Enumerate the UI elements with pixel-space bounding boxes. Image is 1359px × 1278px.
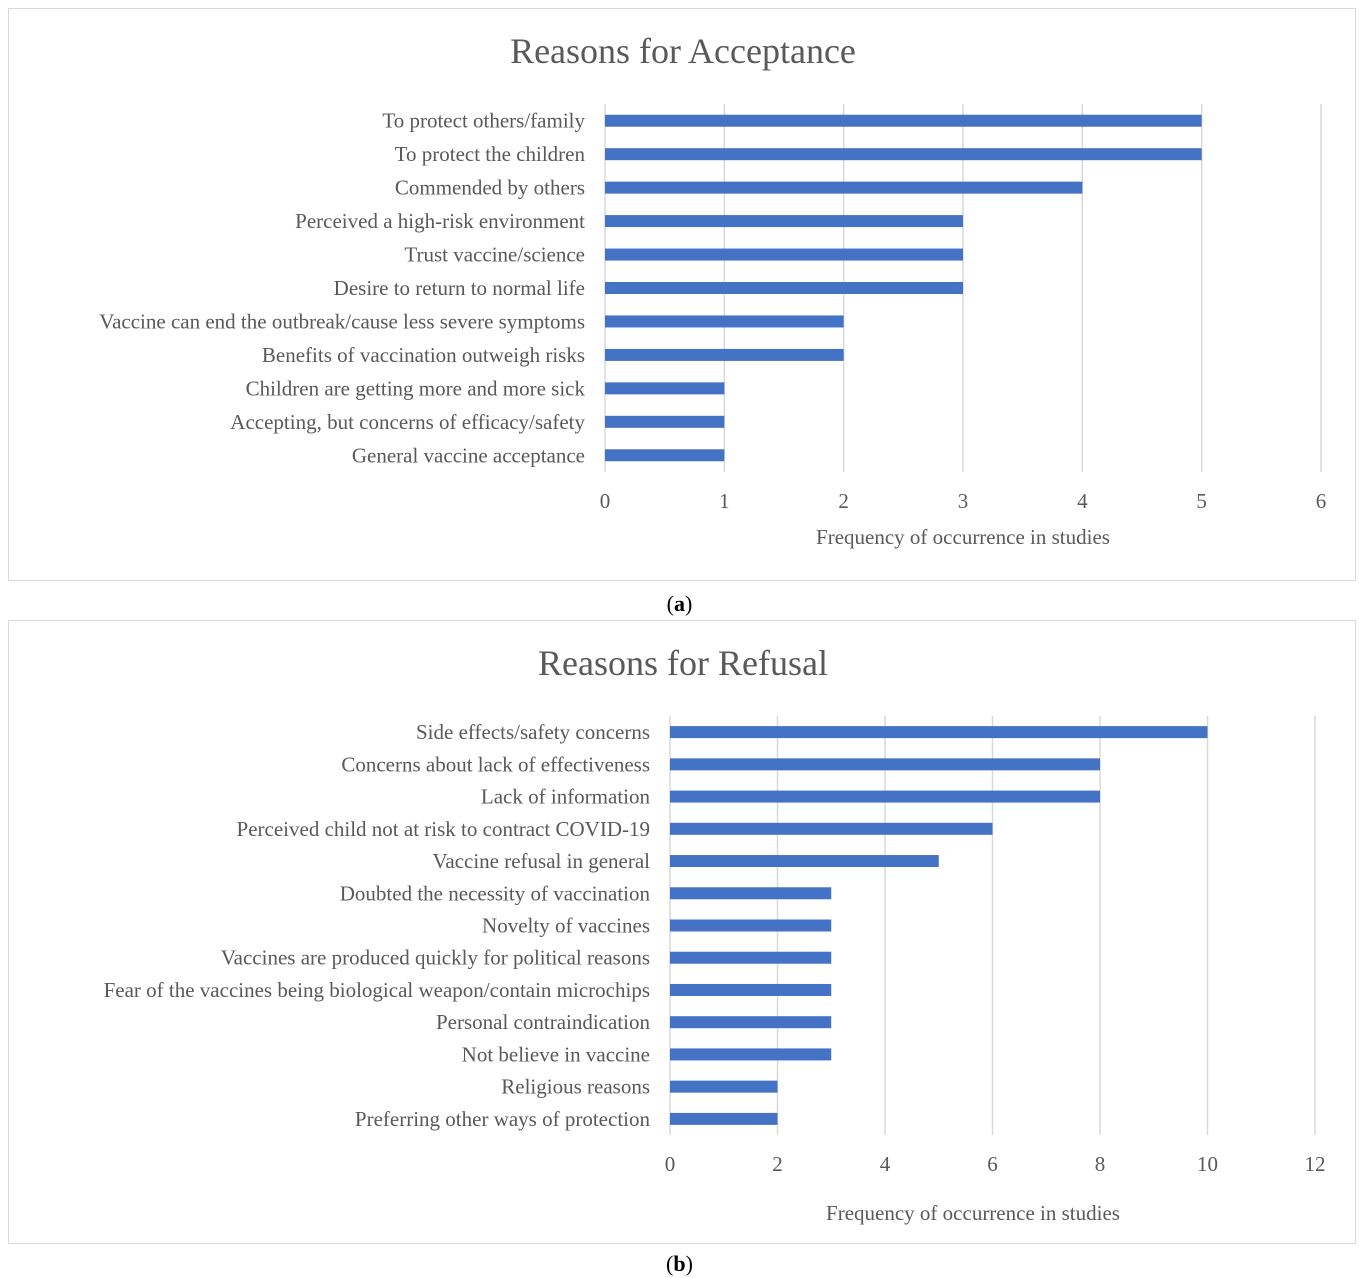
bar bbox=[605, 348, 844, 361]
acceptance-chart: Reasons for Acceptance 0 1 2 3 4 5 6 To protect … bbox=[99, 31, 1327, 549]
chart-title: Reasons for Refusal bbox=[538, 643, 828, 683]
category-label: Doubted the necessity of vaccination bbox=[340, 881, 651, 905]
acceptance-chart-panel: Reasons for Acceptance 0 1 2 3 4 5 6 To protect … bbox=[8, 8, 1356, 581]
refusal-chart: Reasons for Refusal 0 2 4 6 8 10 12 Side effects… bbox=[104, 643, 1326, 1225]
bar bbox=[670, 887, 832, 900]
bar bbox=[605, 315, 844, 328]
bar bbox=[670, 1080, 778, 1093]
x-axis-label: Frequency of occurrence in studies bbox=[826, 1201, 1120, 1225]
category-label: Perceived child not at risk to contract … bbox=[237, 817, 650, 841]
category-label: Concerns about lack of effectiveness bbox=[341, 752, 650, 776]
bar bbox=[670, 983, 832, 996]
category-label: Vaccine can end the outbreak/cause less … bbox=[99, 309, 585, 333]
caption-b-letter: b bbox=[673, 1251, 686, 1276]
bar bbox=[670, 726, 1208, 739]
x-tick-label: 5 bbox=[1196, 489, 1207, 513]
bar bbox=[605, 449, 725, 462]
x-tick-label: 8 bbox=[1095, 1152, 1106, 1176]
category-label: Perceived a high-risk environment bbox=[295, 209, 585, 233]
x-tick-label: 2 bbox=[838, 489, 849, 513]
bar bbox=[670, 919, 832, 932]
bar bbox=[670, 758, 1100, 771]
category-label: Commended by others bbox=[395, 176, 585, 200]
category-label: Preferring other ways of protection bbox=[355, 1107, 651, 1131]
bar bbox=[605, 248, 963, 261]
x-tick-label: 0 bbox=[600, 489, 611, 513]
bar bbox=[605, 114, 1202, 127]
category-label: Personal contraindication bbox=[436, 1010, 651, 1034]
bar bbox=[670, 822, 993, 835]
bar bbox=[605, 382, 725, 395]
x-tick-label: 3 bbox=[958, 489, 969, 513]
bar bbox=[670, 951, 832, 964]
bar bbox=[605, 282, 963, 294]
x-tick-label: 4 bbox=[1077, 489, 1088, 513]
x-axis-label: Frequency of occurrence in studies bbox=[816, 525, 1110, 549]
category-label: Religious reasons bbox=[501, 1075, 650, 1099]
bar bbox=[670, 855, 939, 868]
category-label: To protect the children bbox=[395, 142, 586, 166]
x-tick-label: 1 bbox=[719, 489, 730, 513]
caption-a: (a) bbox=[666, 591, 693, 616]
category-label: Children are getting more and more sick bbox=[246, 376, 586, 400]
category-label: Fear of the vaccines being biological we… bbox=[104, 978, 650, 1002]
caption-b: (b) bbox=[666, 1251, 693, 1276]
refusal-chart-panel: Reasons for Refusal 0 2 4 6 8 10 12 Side effects… bbox=[8, 620, 1356, 1244]
chart-title: Reasons for Acceptance bbox=[510, 31, 856, 71]
bar bbox=[670, 1048, 832, 1061]
caption-a-letter: a bbox=[674, 591, 685, 616]
category-label: Novelty of vaccines bbox=[482, 914, 650, 938]
category-label: Desire to return to normal life bbox=[334, 276, 585, 300]
x-tick-label: 10 bbox=[1197, 1152, 1218, 1176]
category-label: Benefits of vaccination outweigh risks bbox=[262, 343, 585, 367]
category-label: General vaccine acceptance bbox=[352, 443, 585, 467]
category-label: Not believe in vaccine bbox=[462, 1042, 650, 1066]
x-tick-label: 6 bbox=[1316, 489, 1327, 513]
bar bbox=[670, 1112, 778, 1125]
x-tick-label: 0 bbox=[665, 1152, 676, 1176]
bar bbox=[605, 148, 1202, 161]
bar bbox=[605, 181, 1083, 194]
category-label: Trust vaccine/science bbox=[404, 243, 585, 267]
x-tick-label: 12 bbox=[1305, 1152, 1326, 1176]
x-tick-label: 4 bbox=[880, 1152, 891, 1176]
bar bbox=[605, 415, 725, 428]
bar bbox=[670, 790, 1100, 803]
category-label: Vaccines are produced quickly for politi… bbox=[221, 946, 650, 970]
x-tick-label: 6 bbox=[987, 1152, 998, 1176]
category-label: Accepting, but concerns of efficacy/safe… bbox=[230, 410, 585, 434]
category-label: Vaccine refusal in general bbox=[433, 849, 651, 873]
bar bbox=[605, 215, 963, 228]
category-label: Lack of information bbox=[481, 785, 651, 809]
category-label: Side effects/safety concerns bbox=[416, 720, 650, 744]
x-tick-label: 2 bbox=[772, 1152, 783, 1176]
category-label: To protect others/family bbox=[382, 109, 585, 133]
bar bbox=[670, 1016, 832, 1029]
